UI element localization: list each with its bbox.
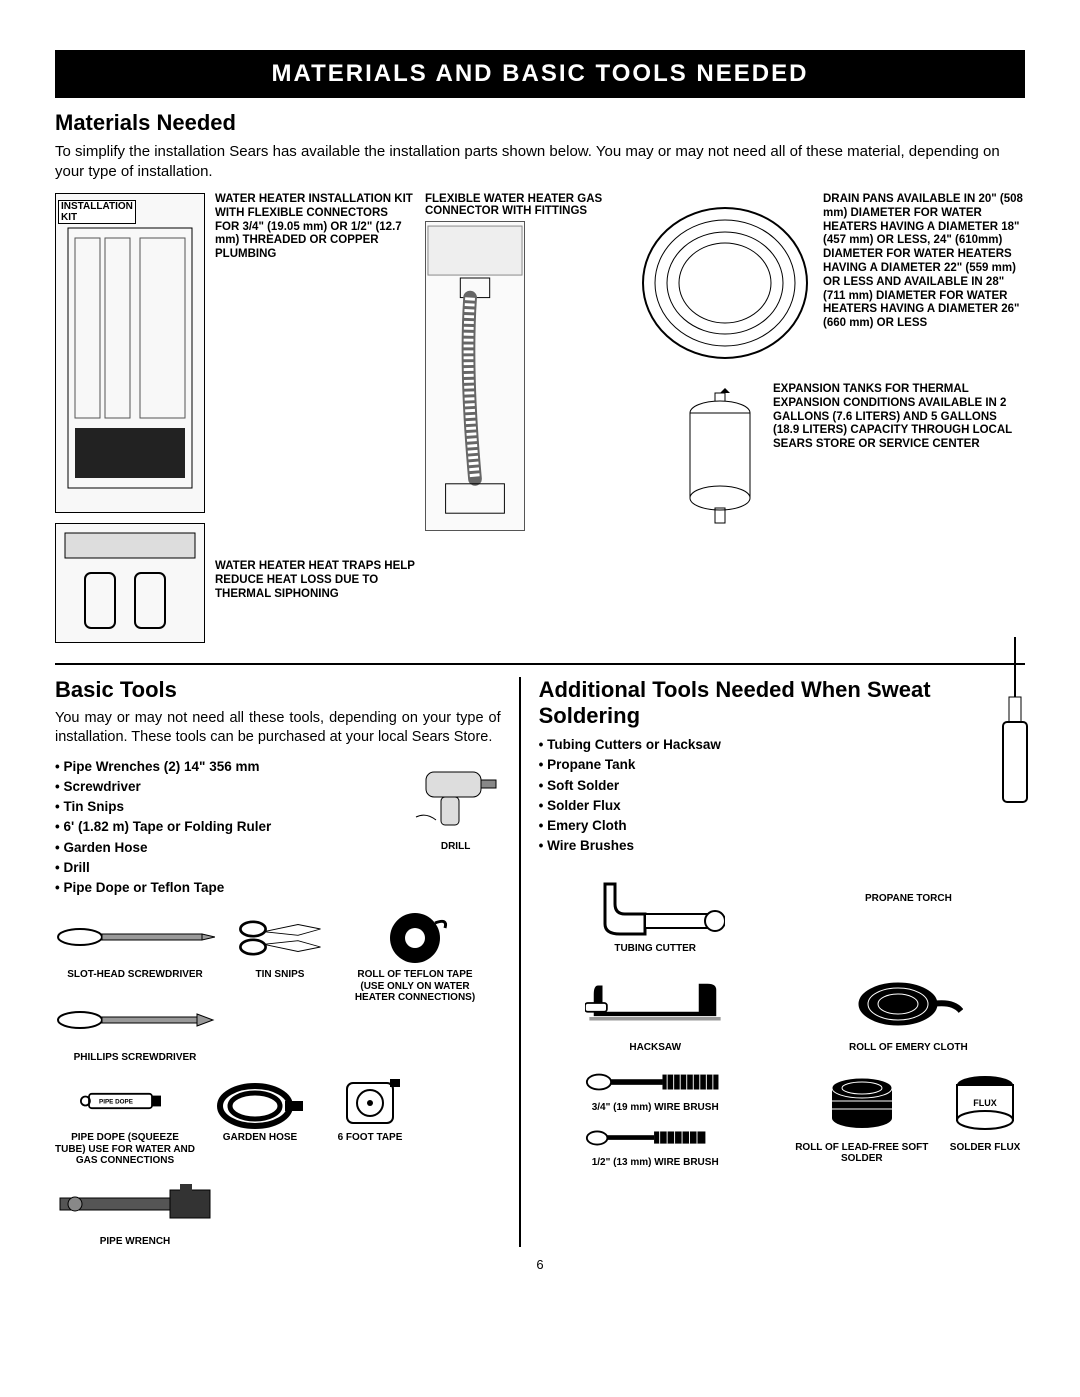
basic-tools-heading: Basic Tools (55, 677, 501, 703)
tape-icon (325, 1073, 415, 1128)
basic-tools-list: Pipe Wrenches (2) 14" 356 mm Screwdriver… (55, 757, 401, 899)
heat-traps-label: WATER HEATER HEAT TRAPS HELP REDUCE HEAT… (215, 560, 415, 601)
solder-icon (822, 1068, 902, 1138)
svg-text:FLUX: FLUX (973, 1098, 997, 1108)
propane-torch-icon-top (995, 637, 1035, 817)
drill-icon (411, 757, 501, 837)
expansion-tank-label: EXPANSION TANKS FOR THERMAL EXPANSION CO… (773, 383, 1025, 452)
section-divider (55, 663, 1025, 665)
wire-brush-12-icon (585, 1123, 725, 1153)
drain-pan-label: DRAIN PANS AVAILABLE IN 20" (508 mm) DIA… (823, 193, 1025, 331)
tin-snips-caption: TIN SNIPS (256, 969, 305, 981)
expansion-tank-figure (675, 383, 765, 533)
teflon-icon (370, 910, 460, 965)
emery-cloth-icon (838, 968, 978, 1038)
svg-text:PIPE DOPE: PIPE DOPE (99, 1099, 133, 1106)
tubing-cutter-icon (585, 869, 725, 939)
propane-torch-caption: PROPANE TORCH (865, 893, 952, 905)
drill-caption: DRILL (441, 841, 470, 853)
lower-columns: Basic Tools You may or may not need all … (55, 677, 1025, 1247)
garden-hose-icon (215, 1073, 305, 1128)
emery-cloth-caption: ROLL OF EMERY CLOTH (849, 1042, 968, 1054)
kit-label: WATER HEATER INSTALLATION KIT WITH FLEXI… (215, 193, 415, 262)
banner-title: MATERIALS AND BASIC TOOLS NEEDED (55, 50, 1025, 98)
pipe-wrench-caption: PIPE WRENCH (100, 1236, 171, 1248)
garden-hose-caption: GARDEN HOSE (223, 1132, 297, 1144)
pipe-dope-caption: PIPE DOPE (SQUEEZE TUBE) USE FOR WATER A… (55, 1132, 195, 1167)
hacksaw-icon (585, 968, 725, 1038)
phillips-screwdriver-caption: PHILLIPS SCREWDRIVER (74, 1052, 197, 1064)
tape-caption: 6 FOOT TAPE (338, 1132, 403, 1144)
pipe-wrench-icon (55, 1177, 215, 1232)
tubing-cutter-caption: TUBING CUTTER (614, 943, 696, 955)
install-kit-figure: INSTALLATION KIT (55, 193, 205, 513)
page-number: 6 (55, 1257, 1025, 1272)
wire-brush-34-icon (585, 1068, 725, 1098)
install-kit-label: INSTALLATION KIT (58, 200, 136, 224)
phillips-screwdriver-icon (55, 993, 215, 1048)
basic-tools-intro: You may or may not need all these tools,… (55, 709, 501, 747)
flux-caption: SOLDER FLUX (950, 1142, 1021, 1154)
wire-brush-12-caption: 1/2" (13 mm) WIRE BRUSH (592, 1157, 719, 1169)
connector-figure (425, 221, 525, 531)
materials-intro: To simplify the installation Sears has a… (55, 142, 1025, 181)
wire-brush-34-caption: 3/4" (19 mm) WIRE BRUSH (592, 1102, 719, 1114)
materials-grid: INSTALLATION KIT WATER HEATER INSTALLATI… (55, 193, 1025, 643)
teflon-caption: ROLL OF TEFLON TAPE (USE ONLY ON WATER H… (345, 969, 485, 1004)
pipe-dope-icon: PIPE DOPE (80, 1073, 170, 1128)
drain-pan-figure (635, 193, 815, 373)
additional-tools-heading: Additional Tools Needed When Sweat Solde… (539, 677, 1025, 729)
slot-screwdriver-caption: SLOT-HEAD SCREWDRIVER (67, 969, 203, 981)
heat-traps-figure (55, 523, 205, 643)
additional-tools-list: Tubing Cutters or Hacksaw Propane Tank S… (539, 735, 1025, 857)
solder-caption: ROLL OF LEAD-FREE SOFT SOLDER (792, 1142, 932, 1165)
flux-icon: FLUX (950, 1068, 1020, 1138)
slot-screwdriver-icon (55, 910, 215, 965)
connector-label: FLEXIBLE WATER HEATER GAS CONNECTOR WITH… (425, 193, 625, 217)
hacksaw-caption: HACKSAW (629, 1042, 681, 1054)
materials-heading: Materials Needed (55, 110, 1025, 136)
tin-snips-icon (235, 910, 325, 965)
